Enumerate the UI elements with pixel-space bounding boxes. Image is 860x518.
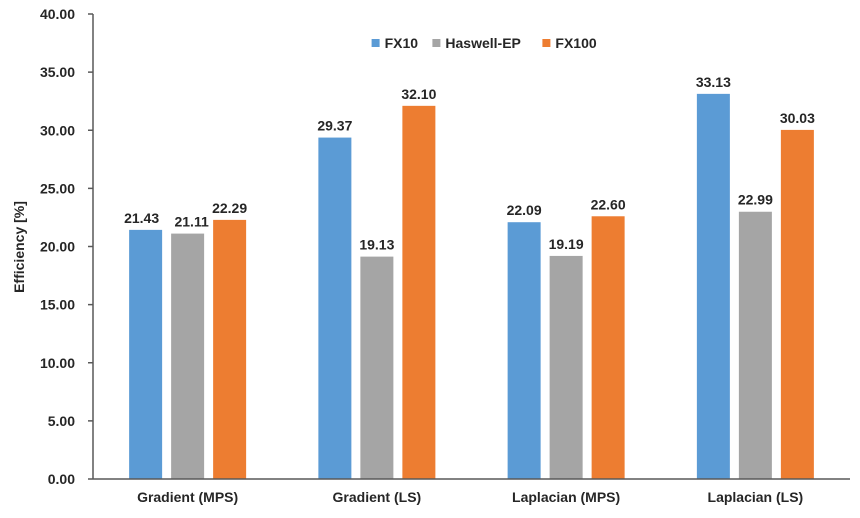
bar (213, 219, 247, 479)
data-label: 21.43 (124, 210, 159, 226)
y-tick-label: 25.00 (40, 180, 75, 196)
x-axis-labels: Gradient (MPS) Gradient (LS) Laplacian (MP… (137, 489, 803, 505)
y-tick-label: 15.00 (40, 297, 75, 313)
data-label: 29.37 (317, 118, 352, 134)
y-tick-label: 40.00 (40, 6, 75, 22)
bar (507, 222, 541, 480)
y-axis-ticks: 0.00 5.00 10.00 15.00 20.00 25.00 30.00 35.00 40… (40, 6, 93, 487)
legend: FX10 Haswell-EP FX100 (371, 35, 597, 51)
legend-label: FX10 (385, 35, 419, 51)
bar (360, 256, 394, 479)
y-tick-label: 20.00 (40, 239, 75, 255)
x-category-label: Gradient (LS) (333, 489, 422, 505)
legend-label: Haswell-EP (445, 35, 520, 51)
legend-label: FX100 (555, 35, 596, 51)
y-tick-label: 10.00 (40, 355, 75, 371)
data-label: 33.13 (696, 74, 731, 90)
legend-swatch (432, 39, 441, 47)
x-category-label: Laplacian (MPS) (512, 489, 620, 505)
legend-swatch (542, 39, 551, 47)
bar (780, 129, 814, 479)
bar (402, 105, 436, 480)
data-label: 30.03 (780, 110, 815, 126)
y-axis-title: Efficiency [%] (11, 201, 27, 293)
legend-swatch (371, 39, 380, 47)
data-label: 19.19 (549, 236, 584, 252)
y-tick-label: 0.00 (48, 471, 75, 487)
data-label: 22.99 (738, 192, 773, 208)
bar (129, 229, 163, 479)
data-label: 21.11 (174, 214, 208, 230)
x-category-label: Gradient (MPS) (137, 489, 238, 505)
bars (129, 93, 814, 480)
y-tick-label: 5.00 (48, 413, 75, 429)
data-label: 19.13 (359, 237, 394, 253)
bar (549, 255, 583, 479)
x-category-label: Laplacian (LS) (708, 489, 804, 505)
bar (738, 211, 772, 479)
bar (591, 216, 625, 479)
data-label: 32.10 (401, 86, 436, 102)
data-label: 22.29 (212, 200, 247, 216)
bar (696, 93, 730, 480)
data-label: 22.60 (591, 196, 626, 212)
y-tick-label: 30.00 (40, 122, 75, 138)
axes (92, 14, 850, 480)
bar (318, 137, 352, 480)
bar (171, 233, 205, 479)
data-label: 22.09 (507, 202, 542, 218)
y-tick-label: 35.00 (40, 64, 75, 80)
